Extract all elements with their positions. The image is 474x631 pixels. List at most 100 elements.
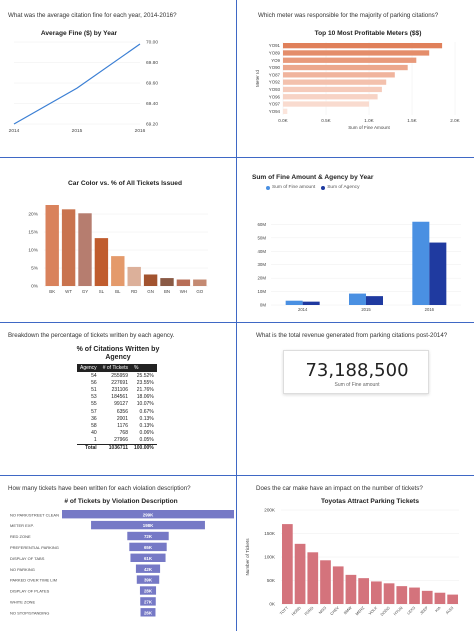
bar-fine-2016	[412, 221, 430, 305]
bar-make-CHEV	[332, 566, 344, 604]
funnel-bar	[135, 564, 161, 573]
series-line-avg-fine	[13, 43, 141, 125]
legend-dot-icon	[321, 185, 326, 190]
category-label: PARKED OVER TIME LIM	[10, 578, 57, 583]
bar-fine-2014	[285, 300, 303, 305]
category-label: YO90	[269, 65, 281, 70]
table-row: 36 2001 0.13%	[77, 415, 157, 422]
cell-tickets: 1036711	[99, 443, 131, 453]
category-label: YO91	[269, 43, 281, 48]
bar-agency-2016	[429, 242, 447, 305]
cell-tickets: 2001	[116, 415, 128, 422]
x-tick-label: 0.5K	[321, 118, 331, 123]
funnel-bar	[140, 597, 156, 606]
avg-fine-line-chart[interactable]: 70.00 69.80 69.60 69.40 69.20 2014 2015 2016	[0, 36, 236, 136]
revenue-card[interactable]: 73,188,500 Sum of Fine amount	[283, 350, 429, 394]
question-revenue: What is the total revenue generated from…	[256, 332, 448, 339]
legend-item-agency[interactable]: Sum of Agency	[321, 185, 359, 190]
y-tick-label: 200K	[264, 508, 276, 513]
x-axis-label: Sum of Fine Amount	[348, 125, 390, 130]
y-tick-label: 5%	[31, 266, 39, 272]
cell-tickets: 231106	[111, 386, 128, 393]
chart-title-car-color: Car Color vs. % of All Tickets Issued	[68, 180, 182, 187]
cell-percent: 0.05%	[139, 437, 154, 444]
y-tick-label: 70.00	[146, 40, 158, 46]
bar-color-GY	[78, 213, 92, 286]
category-label: YO94	[269, 109, 281, 114]
data-label: 27K	[144, 599, 153, 604]
y-tick-label: 50K	[267, 578, 276, 583]
cell-tickets: 255959	[111, 372, 128, 379]
data-label: 65K	[144, 545, 153, 550]
meters-bar-chart[interactable]: 0.0K 0.5K 1.0K 1.5K 2.0K YO91 YO89 YO9 YO90 YO87 Y…	[237, 38, 474, 138]
bar-color-WH	[176, 279, 191, 286]
bar-make-JEEP	[421, 590, 433, 604]
cell-agency: 54	[91, 372, 97, 379]
bar-color-GO	[193, 279, 207, 286]
bar-make-TOYT	[282, 524, 293, 604]
legend-item-fine[interactable]: Sum of Fine amount	[266, 185, 315, 190]
y-tick-label: 69.20	[146, 122, 158, 128]
cell-agency: 57	[91, 408, 97, 415]
table-row: 1 27966 0.05%	[77, 437, 157, 445]
category-label: CHEV	[330, 606, 341, 617]
question-avg-fine: What was the average citation fine for e…	[8, 12, 177, 19]
cell-percent: 0.06%	[139, 430, 154, 437]
category-label: YO9	[271, 58, 280, 63]
cell-agency: 51	[91, 386, 97, 393]
question-meter: Which meter was responsible for the majo…	[258, 12, 439, 19]
column-divider	[236, 0, 237, 631]
category-label: DISPLAY OF PLATES	[10, 589, 50, 594]
category-label: LEXS	[407, 606, 417, 616]
fine-agency-bar-chart[interactable]: 60M 50M 40M 30M 20M 10M 0M 2014 2015 2016	[237, 195, 474, 317]
y-tick-label: 10M	[257, 289, 266, 294]
question-car-make: Does the car make have an impact on the …	[256, 485, 423, 492]
violation-funnel-chart[interactable]: 299K NO PARK/STREET CLEAN 198K METER EXP. 72…	[0, 508, 236, 624]
bar-meter-YO97	[283, 101, 369, 107]
col-header-tickets[interactable]: # of Tickets	[99, 364, 131, 372]
bar-agency-2015	[366, 296, 383, 305]
bar-meter-YO93	[283, 86, 382, 93]
bar-color-BN	[160, 278, 174, 286]
category-label: YO87	[269, 72, 281, 77]
data-label: 42K	[144, 567, 153, 572]
bar-color-BK	[45, 205, 59, 286]
bar-fine-2015	[349, 293, 366, 305]
funnel-bar	[62, 510, 234, 519]
category-label: HYUN	[393, 606, 404, 617]
car-color-bar-chart[interactable]: 20% 15% 10% 5% 0% BK WT GY SL BL RD GN BN WH GO	[0, 192, 236, 302]
bar-make-BMW	[345, 574, 357, 604]
table-title-agency: % of Citations Written by Agency	[76, 346, 160, 361]
cell-tickets: 6356	[116, 408, 128, 415]
category-label: JEEP	[419, 606, 429, 616]
bar-color-RD	[127, 266, 141, 286]
funnel-bar	[139, 586, 157, 595]
col-header-agency[interactable]: Agency	[77, 364, 100, 372]
category-label: WH	[180, 289, 187, 294]
col-header-percent[interactable]: %	[130, 364, 157, 372]
category-label: VOLK	[368, 606, 378, 616]
y-tick-label: 30M	[257, 262, 266, 267]
category-label: YO93	[269, 87, 281, 92]
category-label: NO PARKING	[10, 567, 35, 572]
cell-agency: 58	[91, 422, 97, 429]
cell-tickets: 768	[119, 430, 128, 437]
data-label: 198K	[143, 523, 154, 528]
funnel-bar	[91, 520, 205, 530]
cell-percent: 10.07%	[136, 401, 154, 408]
cell-tickets: 227691	[111, 379, 128, 386]
category-label: METER EXP.	[10, 523, 34, 528]
bar-meter-YO9	[283, 57, 417, 63]
question-agency: Breakdown the percentage of tickets writ…	[8, 332, 175, 339]
bar-agency-2014	[302, 301, 320, 305]
category-label: 2015	[361, 307, 371, 312]
table-row: 53 184561 18.06%	[77, 394, 157, 401]
category-label: NISS	[318, 606, 327, 615]
cell-percent: 0.13%	[139, 415, 154, 422]
data-label: 39K	[144, 578, 153, 583]
y-tick-label: 100K	[264, 555, 276, 560]
bar-make-NISS	[320, 560, 331, 604]
table-row: 57 6356 0.67%	[77, 408, 157, 415]
bar-color-GN	[143, 274, 158, 286]
